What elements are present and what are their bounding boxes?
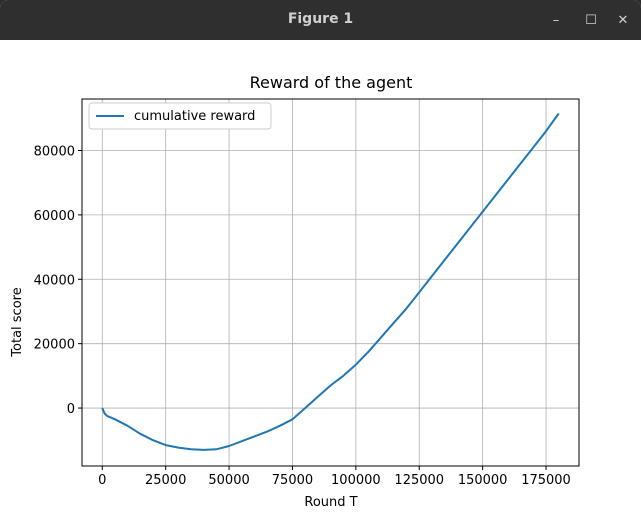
legend-label: cumulative reward — [134, 109, 255, 124]
axis-ticks: 0 25000 50000 75000 100000 125000 150000 175000… — [34, 145, 571, 488]
x-tick-label: 50000 — [208, 473, 249, 488]
legend: cumulative reward — [88, 102, 272, 130]
y-tick-label: 40000 — [34, 273, 75, 288]
chart: Reward of the agent 0 25000 50000 75000 1000… — [10, 73, 580, 510]
x-tick-label: 75000 — [272, 473, 313, 488]
close-button[interactable]: ✕ — [617, 12, 629, 28]
series-line-cumulative-reward — [101, 112, 560, 451]
x-tick-label: 175000 — [521, 473, 571, 488]
maximize-button[interactable]: ☐ — [585, 12, 597, 28]
title-bar: Figure 1 – ☐ ✕ — [0, 0, 641, 40]
figure-canvas: Reward of the agent 0 25000 50000 75000 1000… — [0, 40, 641, 518]
chart-title: Reward of the agent — [250, 73, 413, 92]
plot-frame — [81, 98, 580, 467]
y-tick-label: 0 — [67, 402, 75, 417]
x-tick-label: 0 — [98, 473, 106, 488]
x-tick-label: 100000 — [331, 473, 381, 488]
grid — [82, 99, 579, 466]
legend-box — [88, 102, 272, 130]
x-tick-label: 150000 — [458, 473, 508, 488]
minimize-button[interactable]: – — [552, 12, 560, 28]
y-axis-label: Total score — [10, 287, 25, 357]
y-tick-label: 60000 — [34, 209, 75, 224]
y-tick-label: 20000 — [34, 338, 75, 353]
series-layer — [101, 112, 560, 451]
x-tick-label: 125000 — [394, 473, 444, 488]
y-tick-label: 80000 — [34, 145, 75, 160]
x-axis-label: Round T — [304, 495, 357, 510]
x-tick-label: 25000 — [145, 473, 186, 488]
window-title: Figure 1 — [287, 11, 354, 27]
